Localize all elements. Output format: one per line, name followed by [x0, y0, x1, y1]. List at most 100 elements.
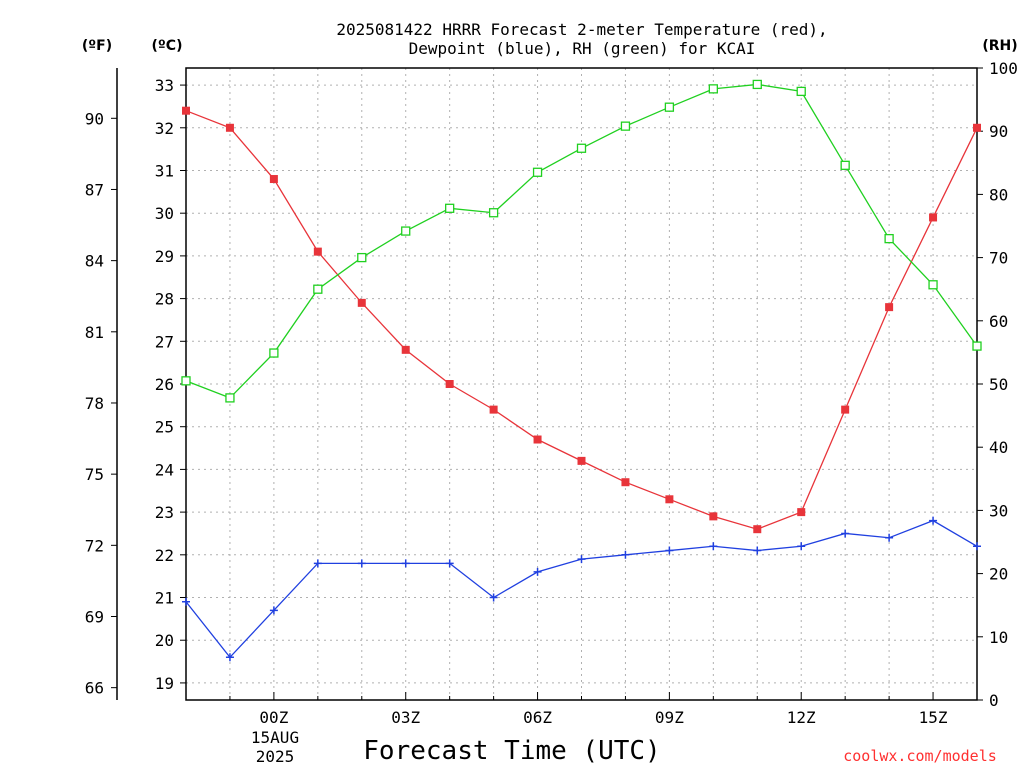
temperature-point — [445, 380, 454, 388]
rh-point — [972, 341, 982, 351]
temperature-point — [753, 525, 762, 534]
celsius-tick-label: 28 — [155, 290, 174, 309]
rh-tick-label: 0 — [989, 691, 999, 710]
temperature-point — [357, 298, 366, 307]
celsius-tick-label: 23 — [155, 503, 174, 522]
dewpoint-point — [533, 567, 542, 576]
dewpoint-point — [182, 597, 190, 606]
fahrenheit-tick-label: 81 — [85, 323, 104, 342]
temperature-point — [797, 508, 806, 517]
dewpoint-point — [709, 542, 718, 551]
rh-point — [269, 348, 279, 358]
fahrenheit-tick-label: 84 — [85, 252, 104, 271]
rh-point — [313, 284, 323, 294]
dewpoint-point — [929, 516, 938, 525]
temperature-point — [489, 405, 498, 414]
dewpoint-point — [753, 546, 762, 555]
x-tick-label: 00Z — [259, 708, 288, 727]
celsius-tick-label: 22 — [155, 546, 174, 565]
x-axis-label: Forecast Time (UTC) — [363, 736, 660, 766]
rh-tick-label: 50 — [989, 375, 1008, 394]
celsius-tick-label: 27 — [155, 332, 174, 351]
rh-point — [664, 102, 675, 112]
rh-point — [488, 208, 499, 218]
celsius-tick-label: 21 — [155, 589, 174, 608]
temperature-point — [401, 345, 410, 354]
date-label-day: 15AUG — [251, 728, 299, 747]
dewpoint-point — [489, 593, 498, 602]
rh-point — [576, 143, 587, 153]
x-tick-label: 03Z — [391, 708, 420, 727]
rh-unit-label: (RH) — [982, 38, 1017, 54]
rh-point — [181, 376, 191, 386]
temperature-point — [577, 456, 586, 465]
dewpoint-point — [445, 559, 454, 568]
temperature-point — [841, 405, 850, 414]
temperature-point — [313, 247, 322, 256]
temperature-point — [709, 512, 718, 521]
rh-tick-label: 60 — [989, 312, 1008, 331]
celsius-tick-label: 30 — [155, 204, 174, 223]
rh-point — [708, 84, 718, 94]
fahrenheit-tick-label: 72 — [85, 536, 104, 555]
dewpoint-point — [577, 555, 586, 564]
x-tick-label: 15Z — [919, 708, 948, 727]
dewpoint-point — [841, 529, 850, 538]
x-tick-label: 06Z — [523, 708, 552, 727]
credit-text: coolwx.com/models — [843, 747, 997, 765]
data-series — [181, 79, 982, 662]
dewpoint-point — [797, 542, 806, 551]
fahrenheit-tick-label: 78 — [85, 394, 104, 413]
rh-point — [796, 86, 806, 97]
rh-tick-label: 10 — [989, 628, 1008, 647]
celsius-tick-label: 33 — [155, 76, 174, 95]
fahrenheit-tick-label: 66 — [85, 679, 104, 698]
dewpoint-point — [621, 550, 630, 559]
fahrenheit-unit-label: (ºF) — [82, 38, 112, 54]
celsius-tick-label: 31 — [155, 161, 174, 180]
rh-point — [401, 226, 411, 236]
fahrenheit-tick-label: 69 — [85, 607, 104, 626]
fahrenheit-tick-label: 87 — [85, 180, 104, 199]
rh-tick-label: 100 — [989, 59, 1018, 78]
temperature-point — [533, 435, 542, 444]
rh-tick-label: 70 — [989, 249, 1008, 268]
grid-lines — [186, 68, 977, 700]
dewpoint-point — [269, 606, 278, 615]
temperature-point — [182, 106, 190, 115]
rh-point — [225, 393, 235, 403]
temperature-line — [185, 110, 978, 530]
dewpoint-point — [665, 546, 674, 555]
temperature-point — [929, 213, 938, 222]
rh-tick-label: 80 — [989, 185, 1008, 204]
dewpoint-point — [225, 653, 234, 662]
celsius-unit-label: (ºC) — [152, 38, 183, 54]
rh-tick-label: 30 — [989, 501, 1008, 520]
temperature-point — [885, 303, 894, 312]
rh-point — [752, 79, 762, 90]
temperature-point — [269, 175, 278, 184]
tick-labels: 19 20 21 22 23 24 25 26 27 28 29 30 31 32 33 66 69 72 75 78… — [85, 59, 1018, 727]
celsius-tick-label: 29 — [155, 247, 174, 266]
dewpoint-point — [313, 559, 322, 568]
rh-tick-label: 90 — [989, 122, 1008, 141]
celsius-tick-label: 32 — [155, 119, 174, 138]
fahrenheit-tick-label: 75 — [85, 465, 104, 484]
rh-tick-label: 20 — [989, 565, 1008, 584]
date-label-year: 2025 — [256, 747, 295, 766]
dewpoint-line — [185, 519, 978, 659]
rh-point — [884, 233, 894, 244]
celsius-tick-label: 20 — [155, 631, 174, 650]
rh-tick-label: 40 — [989, 438, 1008, 457]
x-tick-label: 12Z — [787, 708, 816, 727]
celsius-tick-label: 24 — [155, 460, 174, 479]
temperature-point — [973, 123, 981, 132]
rh-point — [840, 160, 850, 170]
rh-point — [357, 252, 367, 263]
dewpoint-point — [973, 542, 981, 551]
rh-point — [928, 280, 938, 290]
dewpoint-point — [885, 533, 894, 542]
temperature-point — [665, 495, 674, 504]
chart-title-line-2: Dewpoint (blue), RH (green) for KCAI — [409, 39, 756, 58]
